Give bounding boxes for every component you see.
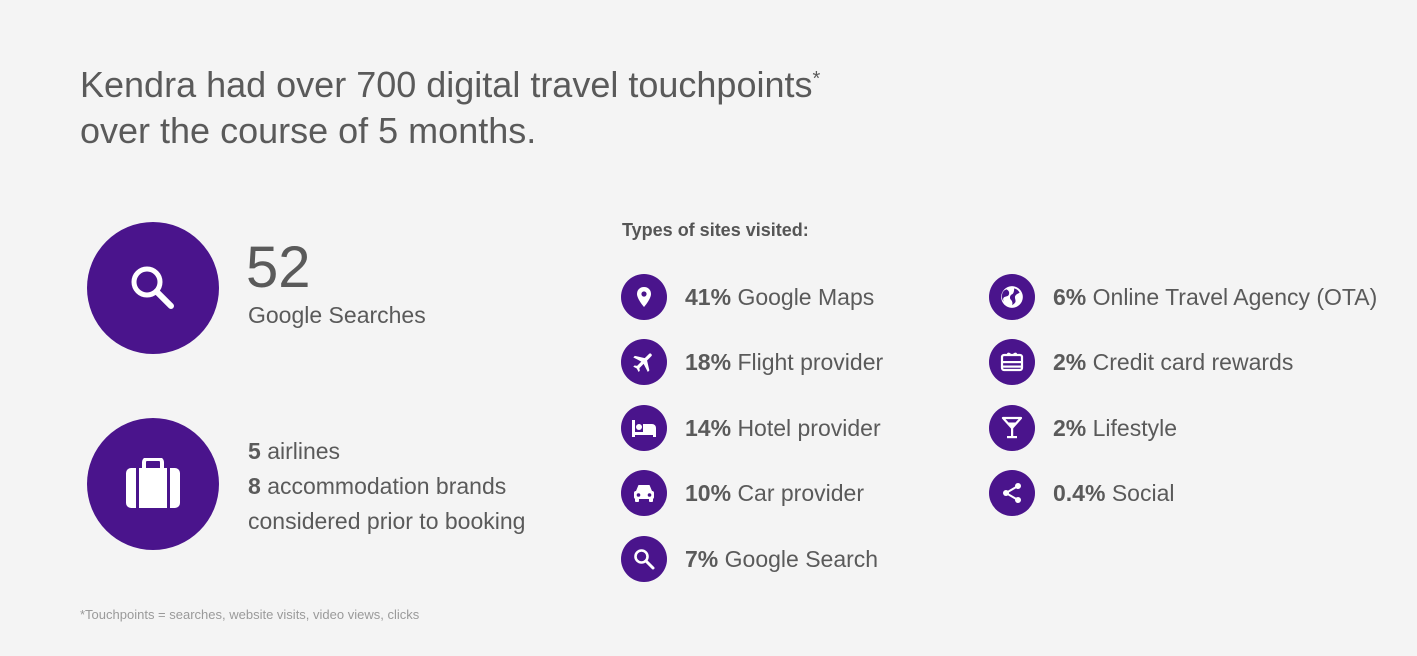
site-pct: 7% [685, 545, 719, 572]
share-icon [1003, 483, 1021, 503]
site-type-car: 10% Car provider [621, 470, 864, 516]
cocktail-icon [1001, 416, 1023, 439]
site-type-google-maps: 41% Google Maps [621, 274, 874, 320]
site-type-google-search: 7% Google Search [621, 536, 878, 582]
site-type-social: 0.4% Social [989, 470, 1174, 516]
briefcase-icon [126, 458, 180, 508]
title-line-2: over the course of 5 months. [80, 110, 537, 151]
site-type-lifestyle: 2% Lifestyle [989, 405, 1177, 451]
site-type-hotel: 14% Hotel provider [621, 405, 881, 451]
site-label: Flight provider [737, 348, 884, 375]
site-type-flight: 18% Flight provider [621, 339, 883, 385]
title-line-1: Kendra had over 700 digital travel touch… [80, 64, 813, 105]
site-pct: 0.4% [1053, 479, 1106, 506]
site-label: Social [1111, 479, 1175, 506]
airlines-label: airlines [267, 438, 341, 464]
globe-icon [1001, 286, 1023, 308]
site-pct: 2% [1053, 414, 1087, 441]
searches-label: Google Searches [248, 302, 426, 328]
airlines-line: 5 airlines [248, 434, 525, 469]
airplane-icon [633, 353, 652, 372]
title-asterisk: * [812, 68, 821, 90]
brands-summary: 5 airlines 8 accommodation brands consid… [248, 434, 525, 539]
search-icon [131, 266, 174, 309]
site-label: Hotel provider [737, 414, 881, 441]
accommodation-line: 8 accommodation brands [248, 469, 525, 504]
gift-card-icon [1000, 352, 1024, 372]
site-label: Google Maps [737, 283, 875, 310]
considered-line: considered prior to booking [248, 508, 526, 534]
site-type-ota: 6% Online Travel Agency (OTA) [989, 274, 1377, 320]
accommodation-label: accommodation brands [267, 473, 507, 499]
footnote: *Touchpoints = searches, website visits,… [80, 607, 420, 622]
site-label: Google Search [724, 545, 879, 572]
accommodation-count: 8 [248, 473, 261, 499]
page-title: Kendra had over 700 digital travel touch… [80, 62, 820, 154]
search-icon [634, 549, 655, 570]
searches-count: 52 [246, 235, 311, 300]
site-label: Lifestyle [1092, 414, 1178, 441]
airlines-count: 5 [248, 438, 261, 464]
site-pct: 2% [1053, 348, 1087, 375]
site-label: Credit card rewards [1092, 348, 1294, 375]
site-label: Online Travel Agency (OTA) [1092, 283, 1378, 310]
types-heading: Types of sites visited: [622, 220, 809, 240]
site-type-credit-card: 2% Credit card rewards [989, 339, 1293, 385]
brands-badge [87, 418, 219, 550]
site-pct: 14% [685, 414, 732, 441]
site-pct: 18% [685, 348, 732, 375]
car-icon [634, 485, 654, 502]
map-pin-icon [637, 287, 651, 307]
site-pct: 41% [685, 283, 732, 310]
site-pct: 10% [685, 479, 732, 506]
searches-badge [87, 222, 219, 354]
bed-icon [632, 420, 656, 437]
site-pct: 6% [1053, 283, 1087, 310]
site-label: Car provider [737, 479, 864, 506]
